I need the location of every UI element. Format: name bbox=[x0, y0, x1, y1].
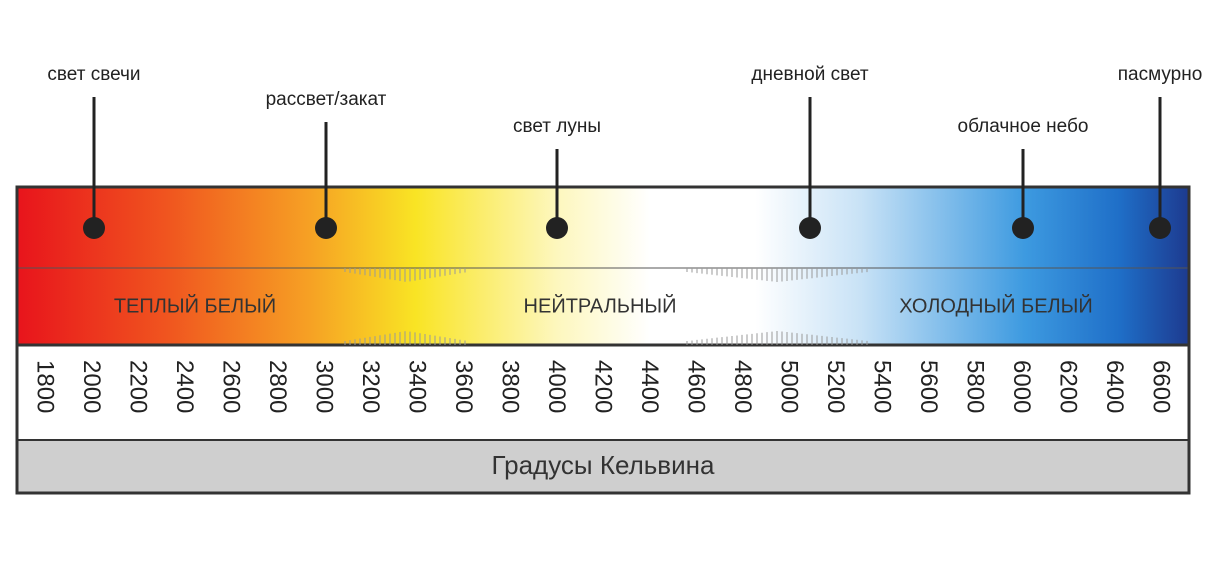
marker-dot bbox=[315, 217, 337, 239]
hatching bbox=[344, 268, 868, 345]
tick-label: 6000 bbox=[1008, 360, 1035, 413]
marker-dot bbox=[83, 217, 105, 239]
tick-label: 3400 bbox=[404, 360, 431, 413]
tick-label: 4800 bbox=[729, 360, 756, 413]
marker-dot bbox=[799, 217, 821, 239]
tick-label: 2800 bbox=[264, 360, 291, 413]
tick-label: 5600 bbox=[915, 360, 942, 413]
gradient-band bbox=[17, 187, 1189, 345]
marker-dot bbox=[1012, 217, 1034, 239]
scale-title: Градусы Кельвина bbox=[492, 450, 715, 480]
title-area bbox=[17, 440, 1189, 493]
tick-label: 4200 bbox=[590, 360, 617, 413]
tick-label: 5200 bbox=[822, 360, 849, 413]
tick-label: 6200 bbox=[1055, 360, 1082, 413]
tick-label: 6400 bbox=[1101, 360, 1128, 413]
tick-label: 3800 bbox=[497, 360, 524, 413]
marker-label: дневной свет bbox=[751, 64, 869, 85]
tick-label: 5400 bbox=[869, 360, 896, 413]
zone-label: НЕЙТРАЛЬНЫЙ bbox=[524, 293, 677, 317]
tick-label: 2000 bbox=[78, 360, 105, 413]
tick-label: 4000 bbox=[543, 360, 570, 413]
ticks: 1800 2000 2200 2400 2600 2800 3000 3200 3400 3600… bbox=[32, 360, 1175, 413]
zone-label: ХОЛОДНЫЙ БЕЛЫЙ bbox=[899, 293, 1093, 317]
tick-label: 5800 bbox=[962, 360, 989, 413]
marker-dot bbox=[1149, 217, 1171, 239]
marker-dot bbox=[546, 217, 568, 239]
marker-label: свет свечи bbox=[47, 64, 140, 85]
zone-label: ТЕПЛЫЙ БЕЛЫЙ bbox=[114, 293, 276, 317]
markers: свет свечи рассвет/закат свет луны дневной … bbox=[47, 64, 1202, 239]
tick-label: 2600 bbox=[218, 360, 245, 413]
tick-label: 5000 bbox=[776, 360, 803, 413]
tick-area bbox=[17, 345, 1189, 440]
marker-label: рассвет/закат bbox=[266, 89, 387, 110]
tick-label: 6600 bbox=[1148, 360, 1175, 413]
tick-label: 1800 bbox=[32, 360, 59, 413]
tick-label: 3200 bbox=[357, 360, 384, 413]
tick-label: 2400 bbox=[171, 360, 198, 413]
tick-label: 4600 bbox=[683, 360, 710, 413]
tick-label: 3000 bbox=[311, 360, 338, 413]
tick-label: 3600 bbox=[450, 360, 477, 413]
marker-label: свет луны bbox=[513, 116, 601, 137]
marker-label: пасмурно bbox=[1118, 64, 1203, 85]
marker-label: облачное небо bbox=[958, 116, 1089, 137]
frame bbox=[15, 185, 1191, 495]
tick-label: 2200 bbox=[125, 360, 152, 413]
tick-label: 4400 bbox=[636, 360, 663, 413]
